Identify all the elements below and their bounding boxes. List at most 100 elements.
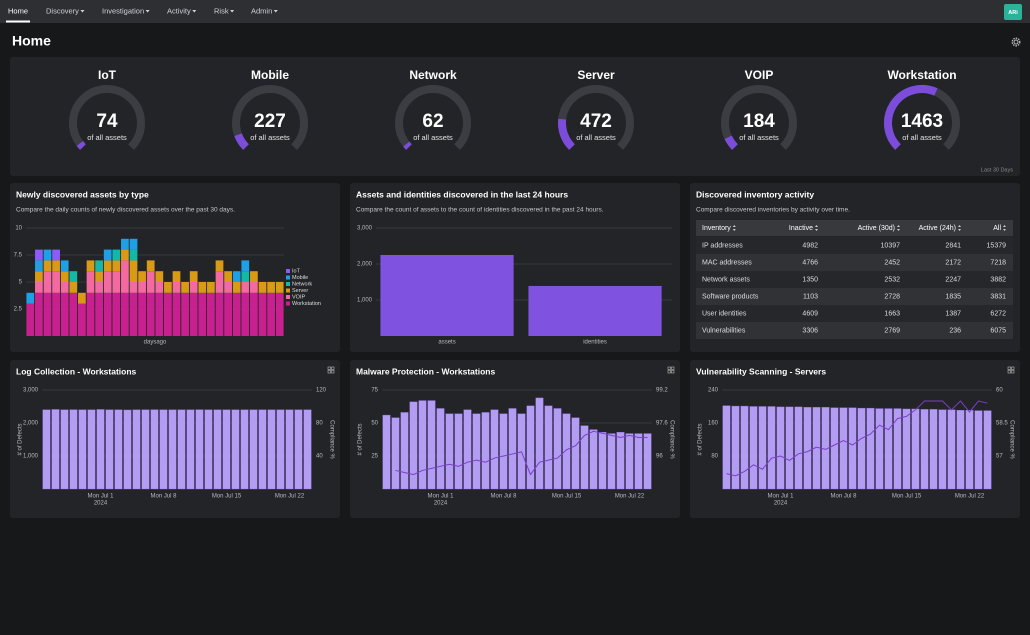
bar bbox=[599, 432, 607, 489]
panel-title: Assets and identities discovered in the … bbox=[356, 189, 568, 199]
bar-segment bbox=[259, 293, 267, 336]
bar-segment bbox=[61, 271, 69, 282]
panel-subtitle: Compare discovered inventories by activi… bbox=[696, 207, 850, 214]
bar-segment bbox=[138, 282, 146, 293]
column-header[interactable]: Inactive bbox=[789, 225, 813, 232]
table-number: 6272 bbox=[990, 310, 1006, 317]
panel-subtitle: Compare the daily counts of newly discov… bbox=[16, 207, 235, 214]
bar bbox=[428, 401, 436, 489]
bar bbox=[383, 415, 391, 489]
bar-segment bbox=[112, 293, 120, 336]
gauge-label: Mobile bbox=[251, 68, 289, 82]
bar-segment bbox=[147, 293, 155, 336]
bar bbox=[930, 409, 938, 489]
y-tick-label: 3,000 bbox=[23, 388, 39, 394]
nav-item[interactable]: Investigation bbox=[102, 6, 144, 15]
table-number: 15379 bbox=[987, 242, 1007, 249]
gauge-label: IoT bbox=[98, 68, 117, 82]
bar bbox=[52, 409, 60, 489]
bar-segment bbox=[233, 282, 241, 293]
y-tick-label: 80 bbox=[316, 421, 323, 427]
bar-segment bbox=[198, 282, 206, 293]
bar bbox=[410, 402, 418, 489]
table-number: 3831 bbox=[990, 293, 1006, 300]
bar bbox=[160, 410, 168, 489]
table-label: MAC addresses bbox=[702, 259, 752, 266]
y-tick-label: 25 bbox=[371, 454, 378, 460]
column-header[interactable]: Active (24h) bbox=[919, 225, 956, 232]
bar bbox=[196, 410, 204, 489]
bar bbox=[392, 418, 400, 489]
bar-segment bbox=[87, 293, 95, 336]
bar-segment bbox=[52, 293, 60, 336]
x-tick-sublabel: 2024 bbox=[774, 501, 788, 507]
bar bbox=[536, 398, 544, 489]
bar-segment bbox=[104, 271, 112, 293]
bar-segment bbox=[112, 271, 120, 293]
bar bbox=[849, 408, 857, 489]
y-tick-label: 10 bbox=[15, 226, 22, 232]
bar bbox=[777, 407, 785, 489]
legend-swatch bbox=[286, 289, 290, 293]
bar bbox=[277, 410, 285, 489]
bar-segment bbox=[26, 293, 34, 304]
nav-item[interactable]: Discovery bbox=[46, 6, 79, 15]
bar bbox=[70, 410, 78, 489]
x-tick-label: Mon Jul 22 bbox=[615, 494, 645, 500]
table-number: 3306 bbox=[802, 327, 818, 334]
bar-segment bbox=[267, 293, 275, 336]
bar-segment bbox=[104, 293, 112, 336]
bar-segment bbox=[164, 293, 172, 336]
bar bbox=[88, 410, 96, 489]
column-header[interactable]: Inventory bbox=[702, 225, 731, 232]
bar-segment bbox=[276, 293, 284, 336]
bar bbox=[975, 411, 983, 489]
x-tick-label: Mon Jul 22 bbox=[955, 494, 985, 500]
bar-segment bbox=[130, 293, 138, 336]
nav-item[interactable]: Home bbox=[8, 6, 28, 15]
legend-swatch bbox=[286, 269, 290, 273]
gauge-label: Server bbox=[577, 68, 615, 82]
nav-item[interactable]: Risk bbox=[214, 6, 229, 15]
bar bbox=[401, 412, 409, 489]
x-tick-label: Mon Jul 8 bbox=[830, 494, 857, 500]
bar-segment bbox=[267, 282, 275, 293]
bar-segment bbox=[155, 293, 163, 336]
bar bbox=[903, 409, 911, 489]
gauge-label: Workstation bbox=[887, 68, 956, 82]
bar bbox=[241, 410, 249, 489]
y-tick-label: 80 bbox=[711, 454, 718, 460]
y-tick-label: 75 bbox=[371, 388, 378, 394]
x-tick-label: Mon Jul 15 bbox=[552, 494, 582, 500]
bar-segment bbox=[147, 271, 155, 293]
bar-segment bbox=[61, 282, 69, 293]
y-tick-label: 120 bbox=[316, 388, 327, 394]
bar-segment bbox=[164, 282, 172, 293]
bar bbox=[545, 406, 553, 489]
bar-segment bbox=[155, 271, 163, 282]
bar bbox=[43, 410, 51, 489]
bar bbox=[527, 406, 535, 489]
bar bbox=[966, 410, 974, 489]
column-header[interactable]: Active (30d) bbox=[858, 225, 895, 232]
bar-segment bbox=[224, 271, 232, 282]
bar bbox=[133, 410, 141, 489]
column-header[interactable]: All bbox=[993, 225, 1001, 232]
bar-segment bbox=[104, 250, 112, 261]
bar-segment bbox=[250, 271, 258, 282]
y2-axis-label: Compliance % bbox=[328, 420, 334, 459]
bar-segment bbox=[216, 260, 224, 271]
table-number: 4766 bbox=[802, 259, 818, 266]
bar-segment bbox=[250, 293, 258, 336]
bar bbox=[250, 410, 258, 489]
nav-item[interactable]: Activity bbox=[167, 6, 191, 15]
bar-segment bbox=[233, 293, 241, 336]
table-label: IP addresses bbox=[702, 242, 743, 249]
table-number: 3882 bbox=[990, 276, 1006, 283]
nav-item[interactable]: Admin bbox=[251, 6, 272, 15]
nav-active-underline bbox=[6, 21, 30, 23]
avatar-initials: ARi bbox=[1008, 10, 1018, 16]
bar bbox=[97, 409, 105, 489]
bar-segment bbox=[190, 282, 198, 293]
bar bbox=[464, 410, 472, 489]
